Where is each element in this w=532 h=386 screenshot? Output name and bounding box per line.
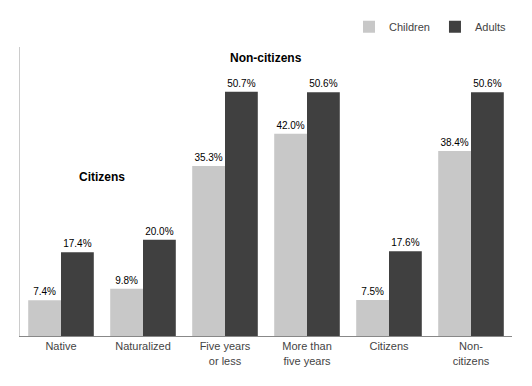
svg-text:7.5%: 7.5% [361, 286, 384, 297]
svg-text:Non-citizens: Non-citizens [230, 51, 302, 65]
svg-text:7.4%: 7.4% [33, 286, 56, 297]
svg-text:Children: Children [389, 21, 430, 33]
svg-text:9.8%: 9.8% [115, 275, 138, 286]
svg-text:More thanfive years: More thanfive years [282, 340, 332, 366]
svg-text:20.0%: 20.0% [145, 226, 173, 237]
svg-text:Native: Native [45, 340, 76, 352]
svg-text:35.3%: 35.3% [194, 152, 222, 163]
svg-text:17.4%: 17.4% [63, 238, 91, 249]
svg-text:17.6%: 17.6% [391, 237, 419, 248]
svg-text:50.7%: 50.7% [227, 78, 255, 89]
svg-text:42.0%: 42.0% [276, 120, 304, 131]
svg-text:Adults: Adults [475, 21, 506, 33]
svg-text:Citizens: Citizens [79, 170, 125, 184]
svg-text:Naturalized: Naturalized [115, 340, 171, 352]
svg-text:Non-citizens: Non-citizens [453, 340, 490, 366]
svg-text:Citizens: Citizens [369, 340, 409, 352]
svg-text:Five yearsor less: Five yearsor less [200, 340, 251, 366]
svg-text:50.6%: 50.6% [473, 78, 501, 89]
svg-text:38.4%: 38.4% [440, 137, 468, 148]
svg-text:50.6%: 50.6% [309, 78, 337, 89]
